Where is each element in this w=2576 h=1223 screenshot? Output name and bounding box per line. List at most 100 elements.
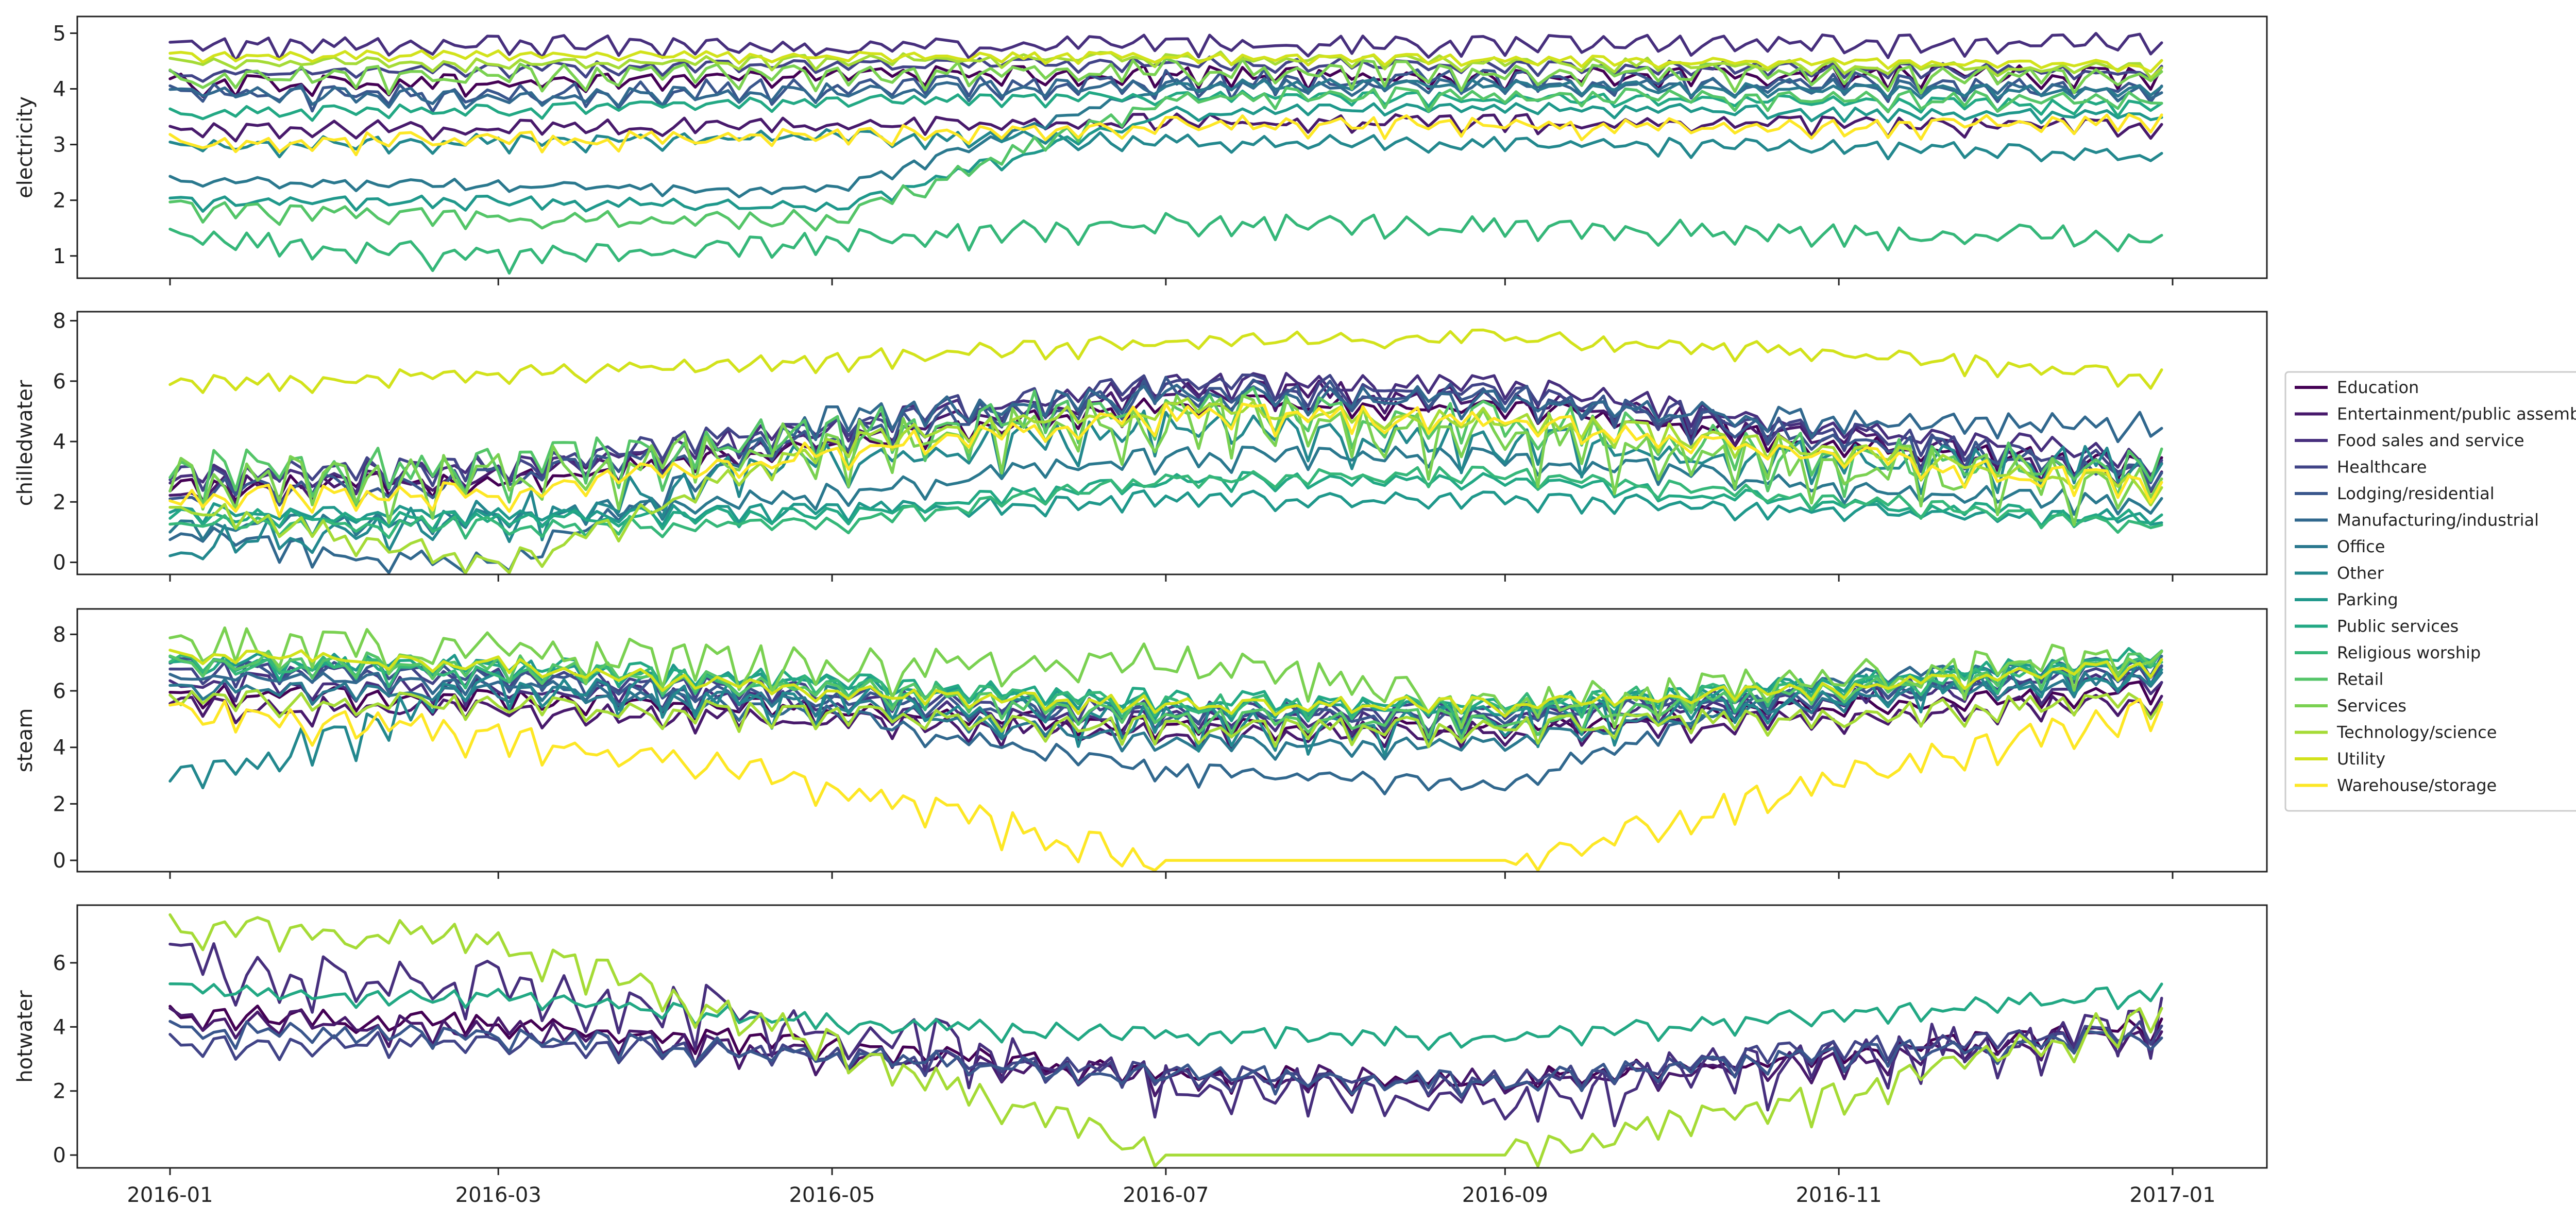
legend-label: Manufacturing/industrial bbox=[2337, 511, 2539, 530]
series-line-food-sales-and-service bbox=[168, 31, 2163, 62]
series-line-warehouse-storage bbox=[168, 698, 2163, 872]
legend-label: Warehouse/storage bbox=[2337, 776, 2497, 795]
legend-label: Utility bbox=[2337, 749, 2385, 769]
series-line-education bbox=[168, 1004, 2163, 1097]
series-line-other bbox=[168, 128, 2163, 163]
legend-label: Healthcare bbox=[2337, 457, 2427, 477]
y-tick-label: 4 bbox=[53, 1015, 66, 1039]
x-tick-label: 2016-11 bbox=[1796, 1183, 1882, 1207]
series-line-food-sales-and-service bbox=[168, 942, 2163, 1128]
y-tick-label: 2 bbox=[53, 1080, 66, 1103]
panel-electricity: 1 2 3 4 5 electricity bbox=[13, 15, 2268, 285]
panel-chilledwater: 0 2 4 6 8 chilledwater bbox=[13, 310, 2268, 582]
axes-frame bbox=[76, 15, 2268, 279]
axes-frame bbox=[76, 904, 2268, 1169]
series-line-public-services bbox=[168, 982, 2163, 1051]
legend-item: Technology/science bbox=[2295, 723, 2497, 742]
series-line-office bbox=[168, 78, 2163, 198]
y-tick-label: 2 bbox=[53, 792, 66, 816]
series-line-utility bbox=[168, 328, 2163, 394]
series-line-parking bbox=[168, 489, 2163, 528]
y-tick-label: 0 bbox=[53, 551, 66, 575]
x-tick-label: 2016-03 bbox=[455, 1183, 541, 1207]
legend-item: Parking bbox=[2295, 590, 2398, 609]
x-tick-label: 2016-09 bbox=[1462, 1183, 1548, 1207]
legend-label: Parking bbox=[2337, 590, 2398, 609]
y-tick-label: 0 bbox=[53, 1144, 66, 1167]
axes-frame bbox=[76, 311, 2268, 575]
series-line-office bbox=[168, 671, 2163, 761]
series-line-lodging-residential bbox=[168, 67, 2163, 113]
axes-frame bbox=[76, 608, 2268, 873]
legend-item: Other bbox=[2295, 564, 2384, 583]
y-tick-label: 6 bbox=[53, 370, 66, 394]
series-line-warehouse-storage bbox=[168, 113, 2163, 157]
series-line-healthcare bbox=[168, 55, 2163, 83]
series-line-technology-science bbox=[168, 913, 2163, 1168]
legend-item: Office bbox=[2295, 537, 2385, 556]
series-line-lodging-residential bbox=[168, 376, 2163, 509]
y-axis-label: chilledwater bbox=[13, 380, 37, 506]
legend-item: Manufacturing/industrial bbox=[2295, 511, 2539, 530]
panel-hotwater: 0 2 4 6 hotwater 2016-01 2016-03 2016-05 2016-07… bbox=[13, 904, 2268, 1207]
series-line-warehouse-storage bbox=[168, 402, 2163, 518]
y-tick-label: 5 bbox=[53, 22, 66, 45]
series-line-healthcare bbox=[168, 1020, 2163, 1099]
legend-item: Services bbox=[2295, 696, 2406, 716]
chart-panels: 1 2 3 4 5 electricity 0 2 4 6 8 chilledwater 0 2 4 6 8 st… bbox=[13, 15, 2268, 1207]
legend-item: Retail bbox=[2295, 670, 2383, 689]
y-tick-label: 2 bbox=[53, 189, 66, 213]
series-line-technology-science bbox=[168, 689, 2163, 749]
legend-item: Warehouse/storage bbox=[2295, 776, 2497, 795]
x-tick-label: 2016-01 bbox=[127, 1183, 213, 1207]
series-line-manufacturing-industrial bbox=[168, 76, 2163, 110]
y-tick-label: 6 bbox=[53, 680, 66, 703]
y-tick-label: 1 bbox=[53, 245, 66, 268]
y-axis-label: electricity bbox=[13, 96, 37, 198]
legend-label: Public services bbox=[2337, 617, 2459, 636]
series-line-technology-science bbox=[168, 50, 2163, 79]
legend-item: Lodging/residential bbox=[2295, 484, 2495, 503]
legend-label: Retail bbox=[2337, 670, 2383, 689]
legend-item: Public services bbox=[2295, 617, 2459, 636]
y-tick-label: 0 bbox=[53, 849, 66, 873]
series-line-religious-worship bbox=[168, 212, 2163, 275]
series-line-utility bbox=[168, 49, 2163, 73]
legend-item: Healthcare bbox=[2295, 457, 2427, 477]
series-line-retail bbox=[168, 650, 2163, 740]
y-tick-label: 2 bbox=[53, 490, 66, 514]
legend-label: Religious worship bbox=[2337, 643, 2481, 663]
legend: Education Entertainment/public assembly Fo… bbox=[2284, 371, 2576, 812]
legend-label: Office bbox=[2337, 537, 2385, 556]
legend-item: Education bbox=[2295, 378, 2419, 397]
legend-label: Entertainment/public assembly bbox=[2337, 404, 2576, 424]
y-axis-label: steam bbox=[13, 708, 37, 773]
legend-item: Entertainment/public assembly bbox=[2295, 404, 2576, 424]
series-line-entertainment-public-assembly bbox=[168, 112, 2163, 143]
x-tick-label: 2017-01 bbox=[2129, 1183, 2215, 1207]
legend-label: Technology/science bbox=[2336, 723, 2497, 742]
y-tick-label: 8 bbox=[53, 623, 66, 647]
series-line-religious-worship bbox=[168, 465, 2163, 540]
x-tick-label: 2016-05 bbox=[789, 1183, 875, 1207]
legend-item: Utility bbox=[2295, 749, 2385, 769]
y-tick-label: 4 bbox=[53, 78, 66, 101]
y-tick-label: 3 bbox=[53, 133, 66, 157]
series-line-entertainment-public-assembly bbox=[168, 1007, 2163, 1098]
series-line-lodging-residential bbox=[168, 1020, 2163, 1098]
legend-box bbox=[2284, 371, 2576, 812]
series-line-public-services bbox=[168, 471, 2163, 532]
panel-steam: 0 2 4 6 8 steam bbox=[13, 608, 2268, 879]
y-tick-label: 6 bbox=[53, 952, 66, 975]
legend-label: Services bbox=[2337, 696, 2406, 716]
legend-item: Religious worship bbox=[2295, 643, 2481, 663]
x-tick-label: 2016-07 bbox=[1123, 1183, 1209, 1207]
legend-label: Food sales and service bbox=[2337, 431, 2524, 450]
y-axis-label: hotwater bbox=[13, 990, 37, 1083]
series-line-utility bbox=[168, 649, 2163, 718]
legend-label: Lodging/residential bbox=[2337, 484, 2495, 503]
y-tick-label: 4 bbox=[53, 430, 66, 454]
legend-label: Education bbox=[2337, 378, 2419, 397]
